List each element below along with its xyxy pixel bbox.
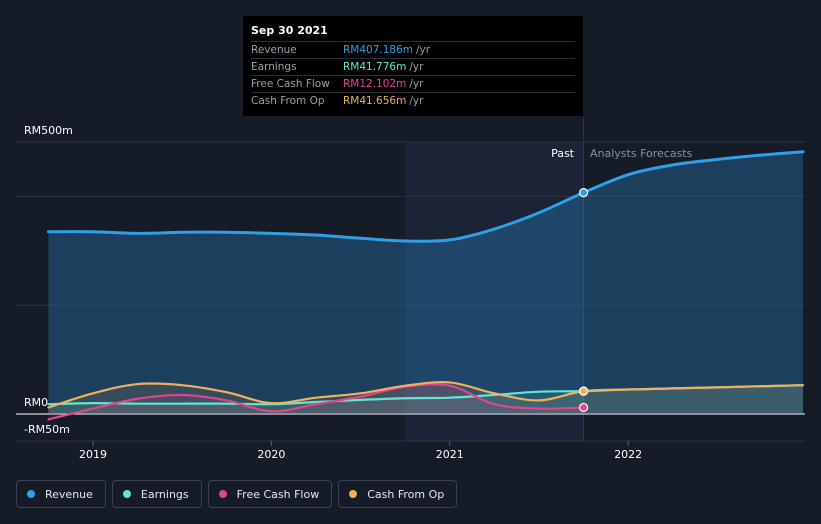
tooltip-series-unit: /yr (409, 78, 424, 90)
legend-dot-icon (122, 490, 131, 498)
legend-label: Earnings (140, 487, 189, 501)
legend-item-revenue[interactable]: Revenue (16, 480, 106, 508)
past-label: Past (551, 147, 575, 160)
tooltip-series-name: Free Cash Flow (251, 78, 330, 90)
y-tick-label: -RM50m (24, 423, 70, 436)
revenue-marker (578, 187, 589, 198)
tooltip-row: Cash From Op RM41.656m/yr (251, 92, 575, 109)
forecast-label: Analysts Forecasts (590, 147, 693, 160)
legend-item-free-cash-flow[interactable]: Free Cash Flow (207, 480, 333, 508)
x-tick-label: 2021 (436, 448, 464, 461)
tooltip-series-value: RM41.776m (343, 61, 407, 73)
tooltip-series-unit: /yr (409, 61, 424, 73)
tooltip-series-unit: /yr (416, 44, 431, 56)
legend-dot-icon (349, 490, 358, 498)
free-cash-flow-marker (578, 402, 589, 413)
legend: Revenue Earnings Free Cash Flow Cash From O… (16, 480, 458, 508)
tooltip-series-value: RM41.656m (343, 95, 407, 107)
legend-label: Free Cash Flow (236, 487, 320, 501)
tooltip-row: Revenue RM407.186m/yr (251, 41, 575, 58)
tooltip-series-name: Cash From Op (251, 95, 325, 107)
legend-item-cash-from-op[interactable]: Cash From Op (338, 480, 458, 508)
tooltip-series-name: Revenue (251, 44, 297, 56)
revenue-line (46, 150, 805, 243)
tooltip-date: Sep 30 2021 (251, 24, 328, 37)
tooltip-series-value: RM12.102m (343, 78, 407, 90)
legend-label: Revenue (45, 487, 93, 501)
free-cash-flow-area (48, 384, 584, 420)
x-tick-label: 2022 (614, 448, 642, 461)
data-tooltip: Sep 30 2021 Revenue RM407.186m/yr Earnings… (243, 16, 583, 116)
legend-label: Cash From Op (367, 487, 445, 501)
tooltip-series-unit: /yr (409, 95, 424, 107)
cash-from-op-marker (578, 386, 589, 396)
revenue-area (48, 151, 804, 415)
y-tick-label: RM0 (24, 396, 48, 409)
free-cash-flow-line (47, 383, 585, 421)
tooltip-row: Free Cash Flow RM12.102m/yr (251, 75, 575, 92)
x-tick-label: 2020 (257, 448, 285, 461)
earnings-area (48, 385, 804, 414)
cash-from-op-line (47, 381, 805, 409)
tooltip-series-name: Earnings (251, 61, 297, 73)
tooltip-row: Earnings RM41.776m/yr (251, 58, 575, 75)
legend-dot-icon (27, 490, 35, 498)
tooltip-series-value: RM407.186m (343, 44, 414, 56)
legend-dot-icon (218, 490, 227, 498)
x-tick-label: 2019 (79, 448, 107, 461)
legend-item-earnings[interactable]: Earnings (111, 480, 202, 508)
y-tick-label: RM500m (24, 124, 73, 137)
